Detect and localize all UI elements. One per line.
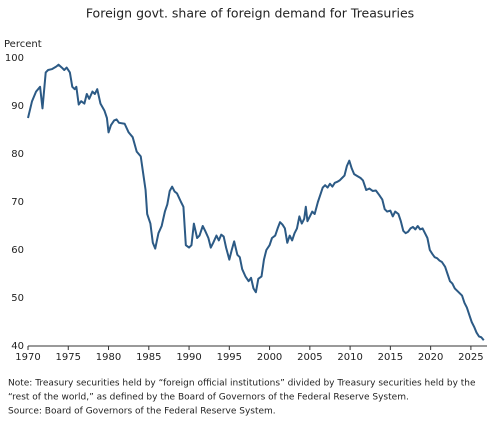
x-tick-label: 1975: [56, 352, 81, 363]
x-tick-label: 1990: [176, 352, 201, 363]
x-tick-label: 1970: [15, 352, 40, 363]
y-tick-label: 60: [11, 245, 24, 256]
note: Source: Board of Governors of the Federa…: [8, 407, 276, 417]
x-tick-label: 1980: [96, 352, 121, 363]
y-tick-label: 100: [5, 53, 24, 64]
data-line: [27, 63, 485, 341]
chart-title: Foreign govt. share of foreign demand fo…: [86, 6, 414, 21]
x-tick-label: 2010: [337, 352, 362, 363]
note: Note: Treasury securities held by “forei…: [8, 379, 476, 389]
x-tick-label: 2025: [458, 352, 483, 363]
x-tick-label: 2020: [418, 352, 443, 363]
y-tick-label: 80: [11, 149, 24, 160]
y-axis-label: Percent: [4, 39, 42, 50]
x-tick-label: 1995: [217, 352, 242, 363]
note: “rest of the world,” as defined by the B…: [8, 393, 409, 403]
x-tick-label: 2015: [378, 352, 403, 363]
x-tick-label: 1985: [136, 352, 161, 363]
y-tick-label: 90: [11, 101, 24, 112]
x-tick-label: 2005: [297, 352, 322, 363]
x-tick-label: 2000: [257, 352, 282, 363]
y-tick-label: 70: [11, 197, 24, 208]
y-tick-label: 50: [11, 293, 24, 304]
y-tick-label: 40: [11, 341, 24, 352]
